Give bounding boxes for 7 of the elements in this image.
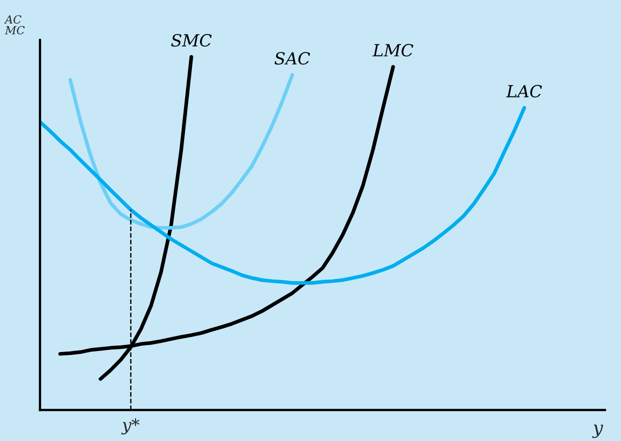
- series-label: SAC: [274, 52, 310, 65]
- series-label: LAC: [506, 84, 542, 98]
- x-axis-title: y: [592, 424, 604, 438]
- series-label: SMC: [171, 34, 212, 47]
- text: y*: [121, 418, 140, 434]
- y-axis-title: AC MC: [4, 15, 25, 34]
- series-label: LMC: [372, 44, 414, 57]
